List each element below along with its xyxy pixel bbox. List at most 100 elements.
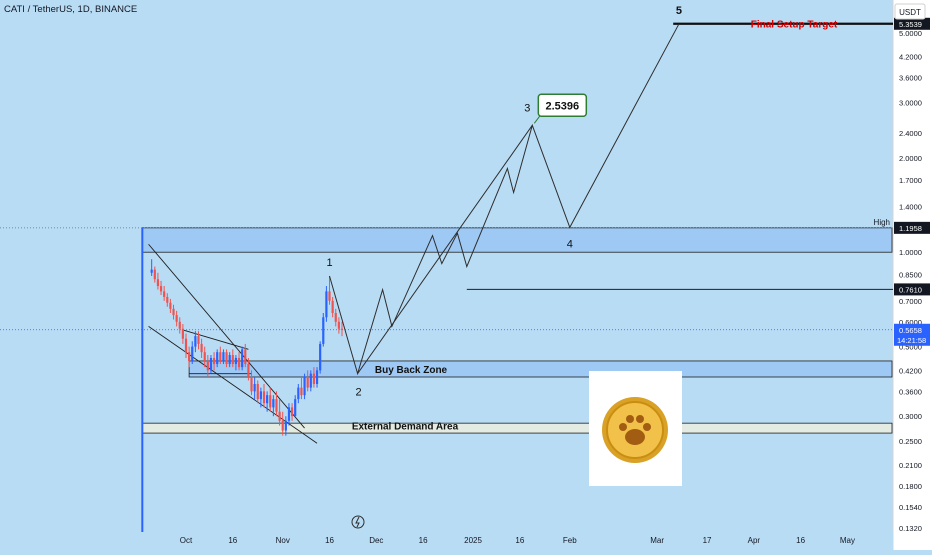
candle[interactable]: [272, 395, 275, 417]
price-tag-box: [894, 283, 930, 296]
lightning-icon-bolt: [355, 516, 360, 528]
candle[interactable]: [225, 349, 228, 368]
candle[interactable]: [188, 346, 191, 368]
price-tag[interactable]: 0.7610: [894, 283, 930, 296]
price-tick-label: 2.0000: [899, 154, 922, 163]
candle[interactable]: [153, 266, 156, 283]
candle[interactable]: [244, 343, 247, 368]
candle[interactable]: [266, 391, 269, 412]
candle[interactable]: [281, 411, 284, 436]
candle[interactable]: [222, 349, 225, 365]
lightning-icon[interactable]: [351, 515, 365, 529]
candle[interactable]: [294, 395, 297, 417]
wave-label: 3: [524, 102, 530, 114]
candle[interactable]: [156, 272, 160, 290]
time-tick-label: Oct: [180, 536, 193, 545]
time-tick-label: Feb: [563, 536, 577, 545]
candle[interactable]: [247, 357, 250, 381]
candle-body: [178, 321, 181, 329]
candle-body: [188, 352, 191, 361]
target-price-tag[interactable]: 5.3539: [894, 17, 930, 30]
candle[interactable]: [184, 333, 188, 358]
candle[interactable]: [194, 331, 197, 353]
zone-rect: [141, 422, 893, 434]
candle-body: [315, 370, 319, 384]
zones-layer: [141, 227, 893, 434]
candle[interactable]: [250, 370, 253, 396]
candle-body: [303, 377, 306, 396]
time-tick-label: Mar: [650, 536, 664, 545]
candle[interactable]: [209, 355, 213, 374]
candle-body: [228, 355, 231, 365]
candle[interactable]: [175, 310, 178, 327]
candle[interactable]: [287, 403, 291, 426]
candle-body: [150, 269, 153, 273]
candle[interactable]: [237, 352, 241, 371]
candle[interactable]: [166, 293, 169, 307]
candle[interactable]: [256, 380, 259, 404]
candle[interactable]: [172, 304, 175, 320]
candle[interactable]: [234, 355, 238, 371]
candle-body: [278, 411, 281, 421]
candle[interactable]: [331, 296, 334, 318]
price-callout-box: [537, 93, 588, 118]
candle[interactable]: [259, 387, 262, 408]
candle[interactable]: [322, 312, 325, 347]
candle[interactable]: [290, 403, 294, 421]
candle[interactable]: [303, 373, 306, 400]
channel-line: [148, 243, 305, 429]
candle-body: [184, 338, 188, 353]
candle[interactable]: [312, 367, 316, 388]
candle[interactable]: [297, 383, 300, 404]
candle[interactable]: [241, 346, 244, 371]
candle[interactable]: [216, 349, 219, 368]
candle[interactable]: [191, 341, 194, 365]
candle[interactable]: [315, 367, 319, 388]
candle[interactable]: [178, 317, 181, 334]
chart-title: CATI / TetherUS, 1D, BINANCE: [4, 4, 137, 15]
candle-body: [225, 352, 228, 365]
currency-badge[interactable]: USDT: [894, 3, 926, 20]
time-tick-label: 2025: [464, 536, 482, 545]
candle[interactable]: [181, 324, 184, 344]
candle[interactable]: [212, 352, 216, 371]
candle[interactable]: [228, 352, 231, 368]
candle[interactable]: [334, 308, 337, 327]
price-tick-label: 5.0000: [899, 29, 922, 38]
candle[interactable]: [150, 259, 153, 276]
price-axis[interactable]: 5.0000 4.2000 3.6000 3.0000 2.4000 2.0000 1.70…: [894, 17, 930, 533]
candle[interactable]: [337, 317, 340, 334]
price-tag[interactable]: 1.1958: [894, 221, 930, 234]
candle-body: [269, 395, 272, 408]
candle[interactable]: [278, 399, 281, 426]
candle[interactable]: [275, 391, 278, 417]
candle[interactable]: [253, 377, 256, 400]
candle[interactable]: [159, 280, 163, 296]
price-tick-label: 0.7000: [899, 297, 922, 306]
candle[interactable]: [231, 349, 234, 368]
candle[interactable]: [300, 377, 303, 400]
candle[interactable]: [200, 338, 203, 358]
candle[interactable]: [309, 370, 312, 392]
candle[interactable]: [197, 331, 200, 350]
candle-body: [250, 377, 253, 392]
candle[interactable]: [206, 355, 209, 378]
candle-body: [222, 352, 225, 361]
candle[interactable]: [325, 286, 328, 322]
candle[interactable]: [262, 383, 266, 408]
projection-layer: [329, 23, 680, 376]
candle[interactable]: [169, 298, 172, 313]
candle[interactable]: [319, 341, 322, 374]
price-tick-label: 4.2000: [899, 53, 922, 62]
candle[interactable]: [284, 416, 287, 436]
candle[interactable]: [203, 346, 206, 368]
candle[interactable]: [306, 370, 309, 392]
candle[interactable]: [328, 275, 331, 305]
price-tick-label: 0.2100: [899, 461, 922, 470]
candle[interactable]: [340, 321, 344, 337]
candle[interactable]: [163, 286, 166, 301]
candle[interactable]: [269, 387, 272, 412]
candle[interactable]: [219, 346, 222, 365]
